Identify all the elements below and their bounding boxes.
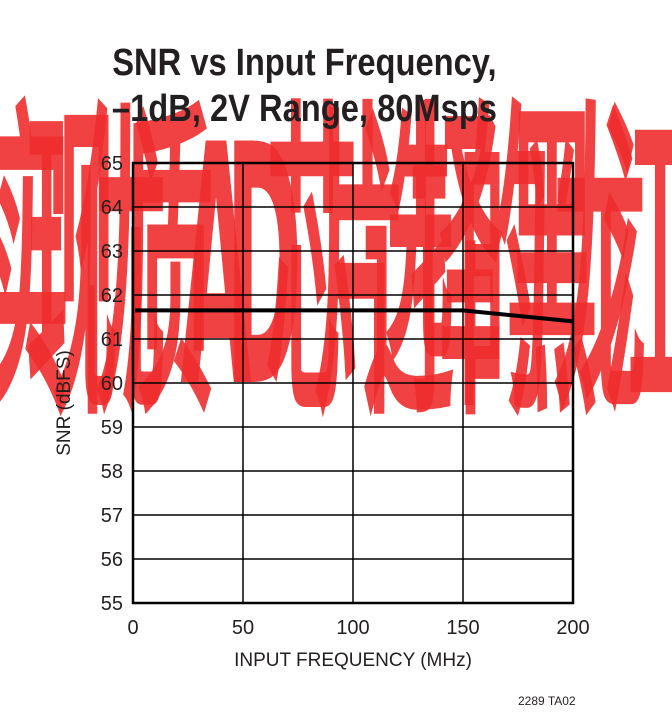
series-line-0: [135, 308, 574, 324]
series-group: [135, 308, 574, 324]
y-tick-label-58: 58: [101, 461, 123, 483]
y-tick-label-63: 63: [101, 241, 123, 263]
y-tick-label-55: 55: [101, 593, 123, 615]
x-tick-label-150: 150: [446, 617, 479, 639]
y-tick-label-57: 57: [101, 505, 123, 527]
x-tick-label-200: 200: [556, 617, 589, 639]
y-tick-labels: 55 56 57 58 59 60 61 62 63 64 65: [101, 153, 123, 615]
chart-title-line-2: –1dB, 2V Range, 80Msps: [111, 88, 497, 130]
chart-grid: [132, 162, 574, 604]
plot-frame: [131, 161, 575, 605]
y-tick-label-59: 59: [101, 417, 123, 439]
y-tick-label-62: 62: [101, 285, 123, 307]
y-tick-label-60: 60: [101, 373, 123, 395]
x-tick-label-100: 100: [336, 617, 369, 639]
chart-title-line-1: SNR vs Input Frequency,: [112, 42, 497, 84]
y-axis-label: SNR (dBFS): [54, 350, 75, 456]
figure-code: 2289 TA02: [518, 694, 576, 708]
x-tick-label-0: 0: [127, 617, 138, 639]
y-tick-label-65: 65: [101, 153, 123, 175]
y-tick-label-61: 61: [101, 329, 123, 351]
x-tick-labels: 0 50 100 150 200: [127, 617, 589, 639]
y-tick-label-64: 64: [101, 197, 123, 219]
y-tick-label-56: 56: [101, 549, 123, 571]
x-tick-label-50: 50: [232, 617, 254, 639]
x-axis-label: INPUT FREQUENCY (MHz): [234, 650, 472, 671]
